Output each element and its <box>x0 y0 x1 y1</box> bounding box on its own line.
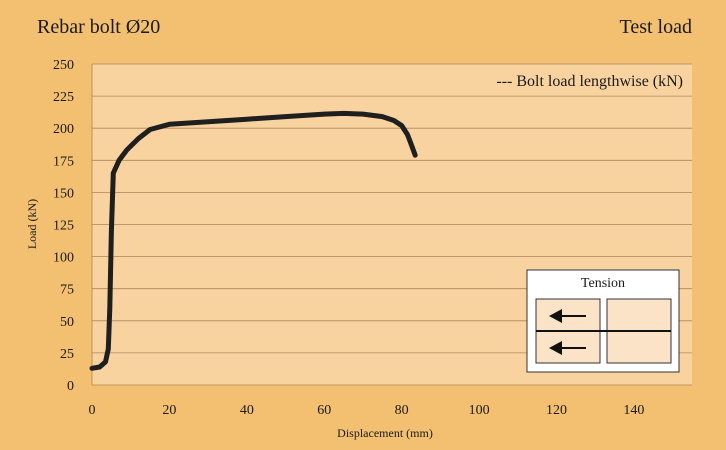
y-tick-label: 25 <box>60 347 74 362</box>
inset-title: Tension <box>581 276 625 291</box>
x-tick-label: 140 <box>623 403 644 418</box>
x-tick-label: 120 <box>546 403 567 418</box>
y-axis-label: Load (kN) <box>25 199 39 249</box>
x-tick-label: 100 <box>469 403 490 418</box>
series-lines <box>89 110 418 371</box>
x-tick-label: 20 <box>162 403 176 418</box>
inset-box-bottom-right <box>606 330 672 364</box>
y-tick-label: 50 <box>60 315 74 330</box>
tension-inset: Tension <box>526 269 680 373</box>
inset-box-top-right <box>606 298 672 332</box>
x-axis: 0 20 40 60 80 100 120 140 <box>89 403 645 418</box>
x-tick-label: 0 <box>89 403 96 418</box>
x-tick-label: 80 <box>395 403 409 418</box>
y-tick-label: 150 <box>53 186 74 201</box>
legend-entry: --- Bolt load lengthwise (kN) <box>496 73 683 90</box>
arrow-left-icon <box>549 309 586 323</box>
y-tick-label: 100 <box>53 251 74 266</box>
y-tick-label: 200 <box>53 122 74 137</box>
chart-title: Rebar bolt Ø20 <box>37 16 160 38</box>
arrow-left-icon <box>549 341 586 355</box>
x-tick-label: 40 <box>240 403 254 418</box>
series-line-bolt-load <box>89 110 418 371</box>
y-axis: 0 25 50 75 100 125 150 175 200 225 250 <box>53 58 74 394</box>
x-tick-label: 60 <box>317 403 331 418</box>
y-tick-label: 125 <box>53 219 74 234</box>
y-tick-label: 75 <box>60 283 74 298</box>
y-tick-label: 0 <box>67 379 74 394</box>
x-axis-label: Displacement (mm) <box>337 426 433 440</box>
chart-subtitle: Test load <box>620 16 692 38</box>
y-tick-label: 225 <box>53 90 74 105</box>
y-tick-label: 175 <box>53 154 74 169</box>
y-tick-label: 250 <box>53 58 74 73</box>
